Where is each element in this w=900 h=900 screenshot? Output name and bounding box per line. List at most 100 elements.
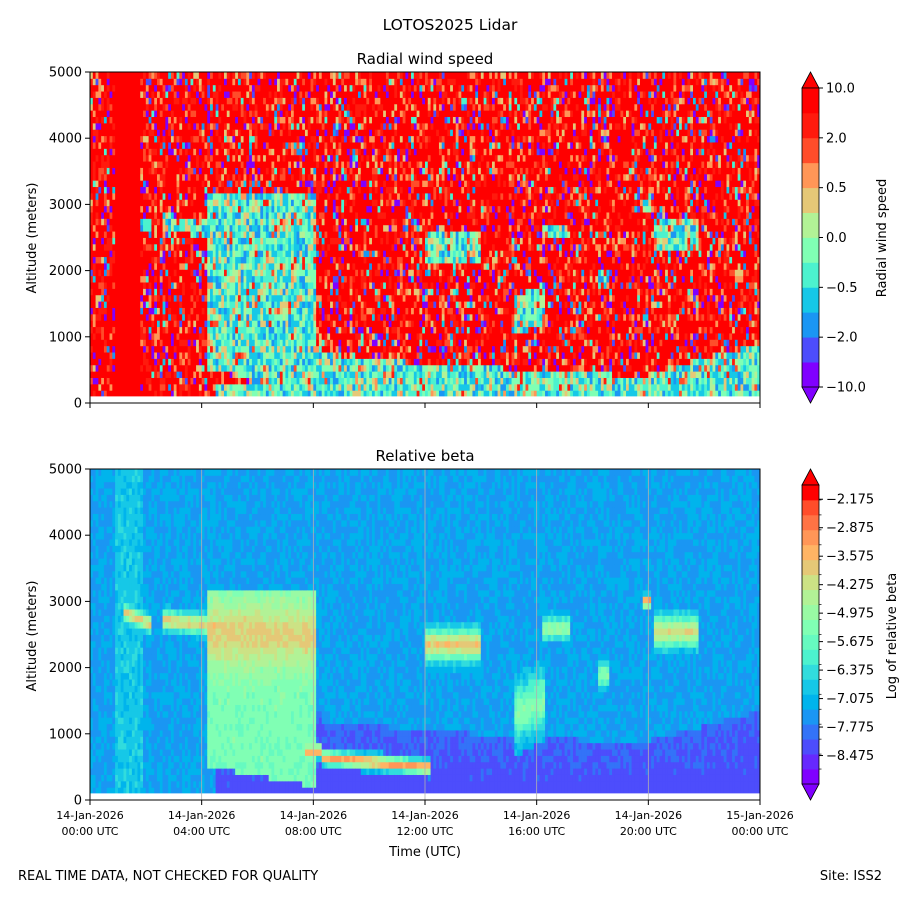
wind-cell: [318, 84, 323, 92]
wind-cell: [226, 313, 231, 321]
wind-cell: [148, 97, 152, 105]
wind-cell: [346, 352, 351, 359]
wind-cell: [274, 307, 278, 315]
wind-cell: [330, 218, 334, 226]
wind-cell: [352, 332, 356, 340]
wind-cell: [313, 288, 317, 296]
wind-cell: [106, 352, 110, 359]
wind-cell: [235, 377, 239, 385]
wind-cell: [304, 352, 309, 359]
wind-cell: [106, 383, 110, 391]
wind-cell: [232, 243, 236, 251]
wind-cell: [310, 383, 314, 391]
wind-cell: [327, 256, 331, 264]
wind-cell: [299, 78, 303, 86]
wind-cell: [299, 269, 303, 277]
wind-cell: [346, 262, 351, 270]
wind-cell: [277, 243, 281, 251]
wind-cell: [196, 122, 200, 130]
wind-cell: [288, 148, 292, 156]
wind-cell: [204, 250, 208, 258]
wind-cell: [98, 332, 102, 340]
wind-cell: [170, 332, 175, 340]
wind-cell: [90, 237, 94, 245]
wind-cell: [137, 78, 141, 86]
wind-cell: [198, 186, 203, 194]
wind-cell: [344, 129, 348, 137]
wind-cell: [307, 371, 311, 378]
wind-cell: [140, 72, 144, 79]
wind-cell: [344, 199, 348, 207]
wind-cell: [338, 180, 342, 188]
wind-cell: [103, 224, 108, 232]
wind-cell: [318, 371, 323, 378]
wind-cell: [229, 129, 233, 137]
wind-cell: [98, 192, 102, 200]
wind-cell: [134, 243, 138, 251]
wind-cell: [279, 288, 284, 296]
wind-cell: [129, 173, 133, 181]
wind-cell: [173, 103, 177, 111]
wind-cell: [224, 110, 228, 118]
wind-cell: [173, 345, 177, 353]
wind-cell: [341, 294, 345, 302]
wind-cell: [277, 326, 281, 334]
wind-cell: [131, 205, 136, 213]
wind-cell: [246, 237, 250, 245]
wind-cell: [310, 116, 314, 124]
wind-cell: [277, 186, 281, 194]
wind-cell: [126, 148, 130, 156]
wind-cell: [204, 167, 208, 175]
wind-cell: [112, 192, 116, 200]
wind-cell: [304, 307, 309, 315]
wind-cell: [193, 97, 197, 105]
wind-cell: [224, 320, 228, 328]
wind-cell: [106, 275, 110, 283]
wind-cell: [249, 345, 253, 353]
wind-cell: [193, 243, 197, 251]
wind-cell: [129, 231, 133, 238]
wind-cell: [201, 129, 205, 137]
wind-cell: [257, 237, 261, 245]
wind-cell: [316, 269, 320, 277]
wind-cell: [137, 358, 141, 366]
wind-cell: [352, 154, 356, 162]
wind-cell: [168, 339, 172, 347]
wind-cell: [123, 262, 127, 270]
wind-cell: [332, 358, 337, 366]
wind-cell: [162, 116, 166, 124]
wind-cell: [190, 383, 194, 391]
wind-cell: [293, 192, 298, 200]
wind-cell: [154, 161, 158, 168]
wind-cell: [106, 180, 110, 188]
wind-cell: [288, 320, 292, 328]
wind-cell: [168, 224, 172, 232]
wind-cell: [162, 186, 166, 194]
wind-cell: [98, 142, 102, 149]
wind-cell: [324, 294, 328, 302]
wind-cell: [157, 122, 161, 130]
wind-cell: [170, 180, 175, 188]
wind-cell: [201, 339, 205, 347]
wind-cell: [129, 237, 133, 245]
wind-cell: [232, 377, 236, 385]
wind-cell: [148, 199, 152, 207]
wind-cell: [198, 243, 203, 251]
wind-cell: [324, 148, 328, 156]
wind-cell: [123, 167, 127, 175]
wind-cell: [321, 129, 325, 137]
wind-cell: [304, 294, 309, 302]
wind-cell: [249, 116, 253, 124]
wind-cell: [179, 231, 183, 238]
wind-cell: [293, 313, 298, 321]
wind-cell: [190, 262, 194, 270]
wind-cell: [246, 352, 250, 359]
wind-cell: [349, 192, 353, 200]
wind-cell: [112, 256, 116, 264]
wind-cell: [304, 282, 309, 289]
wind-cell: [159, 116, 164, 124]
wind-cell: [159, 390, 164, 398]
wind-cell: [157, 129, 161, 137]
wind-cell: [193, 142, 197, 149]
wind-cell: [335, 180, 339, 188]
